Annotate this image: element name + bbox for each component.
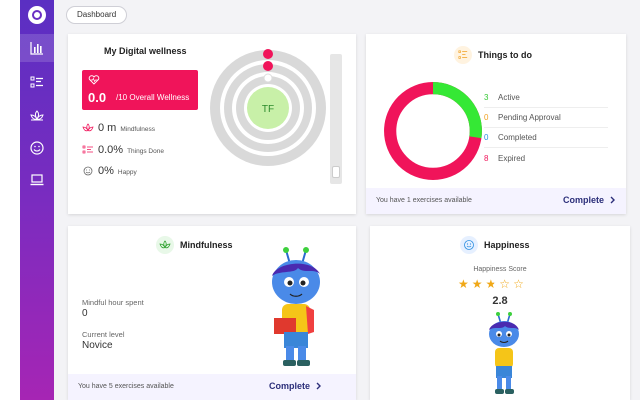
happy-label: Happy — [117, 169, 137, 176]
mindful-hour-value: 0 — [82, 308, 88, 319]
mindfulness-label: Mindfulness — [120, 126, 156, 133]
smiley-icon — [30, 141, 44, 155]
digital-wellness-card: My Digital wellness 0.0 /10 Overall Well… — [68, 34, 356, 214]
star-icon-filled: ★ — [458, 277, 469, 291]
header-icon-wrap — [454, 46, 472, 64]
chevron-right-icon — [610, 196, 615, 204]
star-icon-empty: ☆ — [513, 277, 524, 291]
heart-pulse-icon — [88, 75, 100, 85]
card-footer: You have 5 exercises available Complete — [68, 374, 356, 400]
card-title: Happiness — [484, 240, 530, 250]
legend-label: Expired — [498, 153, 526, 163]
exercises-available-text: You have 1 exercises available — [376, 197, 472, 204]
checklist-icon — [30, 76, 43, 88]
wellness-score-suffix: /10 Overall Wellness — [116, 93, 190, 102]
card-header: Things to do — [454, 46, 532, 64]
card-footer: You have 1 exercises available Complete — [366, 188, 626, 214]
app-logo[interactable] — [28, 6, 46, 24]
legend-count: 8 — [484, 153, 489, 163]
stat-things-done: 0.0% Things Done — [82, 144, 164, 156]
checklist-icon — [82, 145, 93, 154]
legend-count: 0 — [484, 133, 489, 142]
legend-label: Completed — [498, 133, 537, 142]
legend-row-pending[interactable]: 0 Pending Approval — [484, 108, 608, 128]
header-icon-wrap — [460, 236, 478, 254]
legend-label: Pending Approval — [498, 113, 561, 122]
card-title: Things to do — [478, 50, 532, 60]
sidebar-item-things-to-do[interactable] — [20, 68, 54, 96]
legend-row-completed[interactable]: 0 Completed — [484, 128, 608, 148]
sidebar-item-dashboard[interactable] — [20, 34, 54, 62]
legend-count: 0 — [484, 113, 489, 122]
laptop-icon — [30, 174, 44, 186]
header-icon-wrap — [156, 236, 174, 254]
happiness-score-label: Happiness Score — [473, 266, 527, 273]
card-header: Happiness — [460, 236, 530, 254]
sidebar-item-mindfulness[interactable] — [20, 102, 54, 130]
mindfulness-value: 0 m — [98, 122, 117, 134]
mindfulness-card: Mindfulness Mindful hour spent 0 Current… — [68, 226, 356, 400]
legend-count: 3 — [484, 93, 489, 102]
things-done-label: Things Done — [127, 148, 164, 155]
smiley-icon — [464, 240, 474, 250]
cartoon-boy-illustration — [272, 247, 320, 366]
star-rating: ★ ★ ★ ☆ ☆ — [458, 278, 524, 290]
complete-label: Complete — [562, 195, 604, 205]
scroll-thumb[interactable] — [332, 166, 340, 178]
happiness-score-value: 2.8 — [492, 295, 508, 307]
exercises-available-text: You have 5 exercises available — [78, 383, 174, 390]
things-done-value: 0.0% — [98, 144, 124, 156]
avatar-initials: TF — [262, 104, 274, 115]
card-title: My Digital wellness — [104, 46, 187, 56]
todo-legend: 3 Active 0 Pending Approval 0 Completed … — [484, 88, 608, 168]
complete-button[interactable]: Complete — [563, 195, 616, 205]
legend-row-active[interactable]: 3 Active — [484, 88, 608, 108]
current-level-label: Current level — [82, 330, 125, 339]
card-title: Mindfulness — [180, 240, 233, 250]
card-header: Mindfulness — [156, 236, 233, 254]
happiness-card: Happiness Happiness Score ★ ★ ★ ☆ ☆ 2.8 — [370, 226, 630, 400]
stat-happy: 0% Happy — [82, 165, 137, 177]
sidebar-item-happiness[interactable] — [20, 134, 54, 162]
wellness-score: 0.0 — [88, 90, 107, 105]
current-level-value: Novice — [82, 340, 113, 351]
sidebar-item-screen-time[interactable] — [20, 166, 54, 194]
lotus-icon — [82, 123, 94, 132]
star-icon-partial: ★ — [485, 277, 497, 291]
chevron-right-icon — [316, 382, 321, 390]
rings-scrollbar[interactable] — [330, 54, 342, 184]
stat-mindfulness: 0 m Mindfulness — [82, 122, 155, 134]
complete-label: Complete — [268, 381, 310, 391]
legend-row-expired[interactable]: 8 Expired — [484, 148, 608, 168]
complete-button[interactable]: Complete — [269, 381, 322, 391]
bar-chart-icon — [30, 42, 43, 55]
todo-donut-chart — [384, 82, 482, 180]
lotus-icon — [159, 240, 171, 249]
checklist-icon — [458, 50, 468, 59]
sidebar — [20, 0, 54, 400]
cartoon-boy-illustration — [489, 312, 519, 394]
overall-wellness-box: 0.0 /10 Overall Wellness — [82, 70, 198, 110]
smiley-icon — [83, 166, 93, 176]
legend-label: Active — [498, 93, 520, 102]
star-icon-empty: ☆ — [499, 277, 511, 291]
main-content: Dashboard My Digital wellness 0.0 /10 Ov… — [54, 0, 640, 400]
mindful-hour-label: Mindful hour spent — [82, 298, 144, 307]
happy-value: 0% — [98, 165, 114, 177]
breadcrumb[interactable]: Dashboard — [66, 6, 128, 24]
things-to-do-card: Things to do 3 Active 0 Pending Approval… — [366, 34, 626, 214]
star-icon-filled: ★ — [471, 277, 483, 291]
wellness-rings: TF — [210, 49, 326, 166]
lotus-icon — [30, 110, 44, 121]
